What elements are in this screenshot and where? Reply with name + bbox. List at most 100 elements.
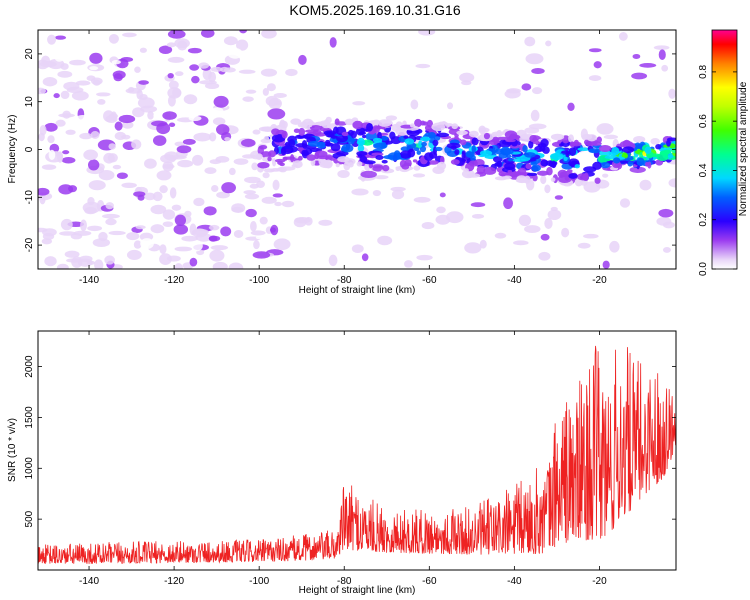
heatmap-cell xyxy=(422,121,428,126)
heatmap-cell xyxy=(439,192,446,198)
heatmap-cell xyxy=(87,159,100,171)
heatmap-cell xyxy=(505,139,516,143)
heatmap-cell xyxy=(470,202,486,208)
heatmap-cell xyxy=(293,217,307,228)
heatmap-cell xyxy=(514,74,521,85)
heatmap-cell xyxy=(235,173,243,179)
heatmap-cell xyxy=(414,118,422,128)
heatmap-cell xyxy=(139,47,147,53)
heatmap-cell xyxy=(114,121,123,131)
colorbar-label: Normalized spectral amplitude xyxy=(738,81,749,216)
colorbar-tick-label: 0.2 xyxy=(698,212,709,226)
heatmap-cell xyxy=(538,251,551,261)
heatmap-cell xyxy=(212,261,228,269)
spectrogram-x-ticks: -140 -120 -100 -80 -60 -40 -20 xyxy=(79,30,607,286)
heatmap-cell xyxy=(592,161,602,170)
heatmap-cell xyxy=(450,159,460,165)
heatmap-cell xyxy=(550,160,557,169)
heatmap-cell xyxy=(577,242,591,249)
heatmap-cell xyxy=(251,162,259,171)
heatmap-cell xyxy=(211,107,224,115)
heatmap-cell xyxy=(507,170,513,174)
heatmap-cell xyxy=(464,168,469,173)
heatmap-cell xyxy=(590,107,597,118)
heatmap-cell xyxy=(494,162,501,167)
heatmap-cell xyxy=(622,146,635,154)
heatmap-cell xyxy=(152,191,163,202)
heatmap-cell xyxy=(471,137,479,146)
heatmap-cell xyxy=(38,48,51,54)
heatmap-cell xyxy=(362,134,367,139)
heatmap-cell xyxy=(447,102,454,110)
spectrogram-y-label: Frequency (Hz) xyxy=(7,115,18,184)
heatmap-cell xyxy=(351,188,369,196)
heatmap-cell xyxy=(431,122,446,132)
x-tick-label: -80 xyxy=(337,275,352,286)
heatmap-cell xyxy=(433,40,449,48)
heatmap-cell xyxy=(56,263,69,269)
heatmap-cell xyxy=(137,38,155,46)
heatmap-cell xyxy=(279,162,285,167)
heatmap-cell xyxy=(524,36,536,47)
heatmap-cell xyxy=(245,89,257,94)
heatmap-cell xyxy=(65,129,76,135)
heatmap-cell xyxy=(39,124,47,136)
heatmap-cell xyxy=(382,164,390,172)
snr-y-ticks: 500 1000 1500 2000 xyxy=(24,355,676,527)
heatmap-cell xyxy=(147,111,154,120)
heatmap-cell xyxy=(162,111,177,120)
heatmap-cell xyxy=(518,134,533,142)
heatmap-cell xyxy=(401,163,410,170)
heatmap-cell xyxy=(189,64,200,71)
heatmap-cell xyxy=(233,86,250,95)
heatmap-cell xyxy=(413,165,421,171)
heatmap-cell xyxy=(559,143,564,147)
heatmap-cell xyxy=(228,167,236,176)
heatmap-cell xyxy=(387,152,402,161)
heatmap-cell xyxy=(344,118,355,126)
heatmap-cell xyxy=(233,229,244,238)
heatmap-cell xyxy=(159,253,172,265)
heatmap-cell xyxy=(496,129,503,138)
heatmap-cell xyxy=(324,142,334,147)
heatmap-cell xyxy=(372,189,382,197)
heatmap-cell xyxy=(90,77,103,85)
heatmap-cell xyxy=(425,54,441,61)
heatmap-cell xyxy=(212,117,226,126)
heatmap-cell xyxy=(337,170,350,179)
heatmap-cell xyxy=(390,186,406,192)
heatmap-cell xyxy=(558,115,572,127)
heatmap-cell xyxy=(504,89,521,99)
heatmap-cell xyxy=(288,32,301,44)
heatmap-cell xyxy=(112,164,122,170)
heatmap-cell xyxy=(245,208,257,218)
heatmap-cell xyxy=(356,161,363,167)
heatmap-cell xyxy=(557,174,572,184)
heatmap-cell xyxy=(42,77,58,87)
heatmap-cell xyxy=(267,108,286,120)
heatmap-cell xyxy=(98,169,115,181)
heatmap-cell xyxy=(162,164,175,169)
x-tick-label: -120 xyxy=(164,576,184,587)
spectrogram-x-label: Height of straight line (km) xyxy=(299,285,416,296)
heatmap-cell xyxy=(568,134,574,143)
heatmap-cell xyxy=(427,132,436,139)
heatmap-cell xyxy=(496,166,505,173)
heatmap-cell xyxy=(658,208,674,218)
heatmap-cell xyxy=(660,150,670,156)
heatmap-cell xyxy=(208,132,217,142)
colorbar-tick-label: 0.4 xyxy=(698,163,709,177)
heatmap-cell xyxy=(135,225,146,230)
heatmap-cell xyxy=(244,193,260,200)
heatmap-cell xyxy=(586,134,597,142)
heatmap-cell xyxy=(596,123,614,135)
heatmap-cell xyxy=(337,156,350,163)
heatmap-cell xyxy=(167,72,174,79)
heatmap-cell xyxy=(168,122,176,128)
heatmap-cell xyxy=(71,256,83,268)
heatmap-cell xyxy=(357,137,365,147)
heatmap-cell xyxy=(61,157,76,164)
heatmap-cell xyxy=(536,170,549,176)
heatmap-cell xyxy=(166,255,181,262)
heatmap-cell xyxy=(639,63,657,68)
